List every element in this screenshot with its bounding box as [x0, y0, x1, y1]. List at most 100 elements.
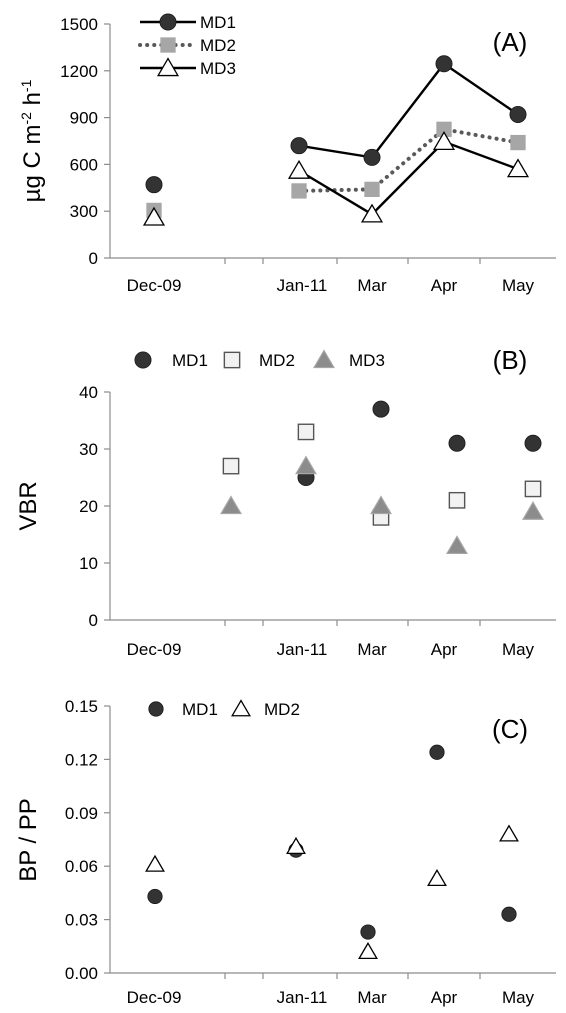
- data-point: [372, 400, 390, 418]
- data-point: [363, 148, 381, 166]
- data-point: [432, 131, 456, 150]
- data-point: [291, 183, 307, 199]
- legend-marker: [159, 13, 177, 31]
- data-point: [446, 535, 468, 555]
- legend-marker: [313, 349, 335, 369]
- x-tick-label: May: [502, 640, 535, 659]
- data-point: [509, 105, 527, 123]
- legend-item-md3: MD3: [140, 57, 236, 78]
- legend: MD1 MD2: [148, 699, 300, 719]
- y-tick-label: 300: [70, 202, 98, 221]
- data-point: [524, 434, 542, 452]
- legend-label: MD3: [349, 351, 385, 370]
- x-tick-label: Dec-09: [127, 988, 182, 1007]
- legend-item-md3: MD3: [313, 349, 385, 370]
- y-axis-label: µg C m-2 h-1: [18, 79, 46, 202]
- legend-label: MD1: [200, 13, 236, 32]
- series-md2: [146, 121, 526, 219]
- x-tick-label: Apr: [431, 640, 458, 659]
- legend-item-md1: MD1: [140, 13, 236, 32]
- panel-label: (A): [493, 27, 528, 57]
- y-tick-label: 10: [79, 554, 98, 573]
- x-tick-label: May: [502, 988, 535, 1007]
- panel-label: (B): [493, 345, 528, 375]
- series-md1: [297, 400, 542, 486]
- data-point: [524, 480, 542, 498]
- data-point: [522, 501, 544, 520]
- data-point: [222, 457, 240, 475]
- legend-label: MD1: [182, 700, 218, 719]
- legend-marker: [223, 351, 241, 369]
- data-point: [506, 158, 530, 178]
- legend-marker: [156, 57, 180, 77]
- x-tick-label: Dec-09: [127, 276, 182, 295]
- data-point: [448, 491, 466, 509]
- data-point: [364, 181, 380, 198]
- series-line: [298, 62, 519, 159]
- y-axis-label: BP / PP: [15, 798, 42, 882]
- data-point: [287, 159, 311, 179]
- data-point: [286, 836, 306, 854]
- y-axis-label: VBR: [15, 481, 42, 530]
- y-tick-label: 20: [79, 497, 98, 516]
- legend: MD1 MD2 MD3: [134, 349, 385, 370]
- series-line: [297, 127, 520, 193]
- series-md2: [145, 824, 519, 960]
- x-tick-label: Mar: [357, 276, 387, 295]
- legend-label: MD2: [200, 36, 236, 55]
- data-point: [220, 495, 242, 515]
- x-tick-label: May: [502, 276, 535, 295]
- y-tick-label: 40: [79, 383, 98, 402]
- y-tick-label: 600: [70, 155, 98, 174]
- x-tick-label: Mar: [357, 988, 387, 1007]
- y-tick-label: 900: [70, 109, 98, 128]
- data-point: [360, 203, 384, 223]
- y-tick-label: 0.12: [65, 750, 98, 769]
- data-point: [295, 455, 317, 475]
- y-tick-label: 1200: [60, 62, 98, 81]
- x-tick-label: Dec-09: [127, 640, 182, 659]
- data-point: [142, 206, 166, 226]
- y-tick-label: 0.03: [65, 911, 98, 930]
- legend: MD1 MD2 MD3: [138, 13, 236, 78]
- x-tick-label: Jan-11: [277, 640, 328, 659]
- data-point: [290, 137, 308, 155]
- series-md3: [220, 455, 544, 555]
- x-tick-label: Apr: [431, 276, 458, 295]
- y-tick-label: 0.09: [65, 804, 98, 823]
- series-md1: [145, 55, 527, 194]
- y-tick-label: 1500: [60, 15, 98, 34]
- data-point: [499, 824, 519, 842]
- data-point: [435, 55, 453, 73]
- legend-item-md2: MD2: [231, 699, 300, 719]
- legend-label: MD2: [259, 351, 295, 370]
- legend-marker: [134, 351, 152, 369]
- data-point: [427, 868, 447, 887]
- legend-label: MD2: [264, 700, 300, 719]
- y-tick-label: 0.06: [65, 857, 98, 876]
- legend-item-md1: MD1: [148, 700, 218, 719]
- x-tick-label: Jan-11: [277, 988, 328, 1007]
- legend-item-md2: MD2: [223, 351, 295, 370]
- x-tick-label: Mar: [357, 640, 387, 659]
- x-tick-label: Jan-11: [277, 276, 328, 295]
- data-point: [145, 176, 163, 194]
- legend-marker: [231, 699, 251, 717]
- data-point: [436, 121, 452, 137]
- y-tick-label: 0: [89, 611, 98, 630]
- x-tick-label: Apr: [431, 988, 458, 1007]
- series-line: [298, 140, 519, 216]
- panel-a: 0 300 600 900 1200 1500 Dec-09 Jan-11 Mar Apr May µ…: [18, 13, 556, 295]
- y-tick-label: 30: [79, 440, 98, 459]
- data-point: [147, 888, 163, 905]
- data-point: [297, 423, 315, 441]
- data-point: [360, 924, 376, 940]
- data-point: [510, 134, 526, 151]
- data-point: [448, 434, 466, 452]
- legend-item-md2: MD2: [138, 36, 236, 55]
- legend-item-md1: MD1: [134, 351, 208, 370]
- y-tick-label: 0.15: [65, 697, 98, 716]
- data-point: [370, 495, 392, 515]
